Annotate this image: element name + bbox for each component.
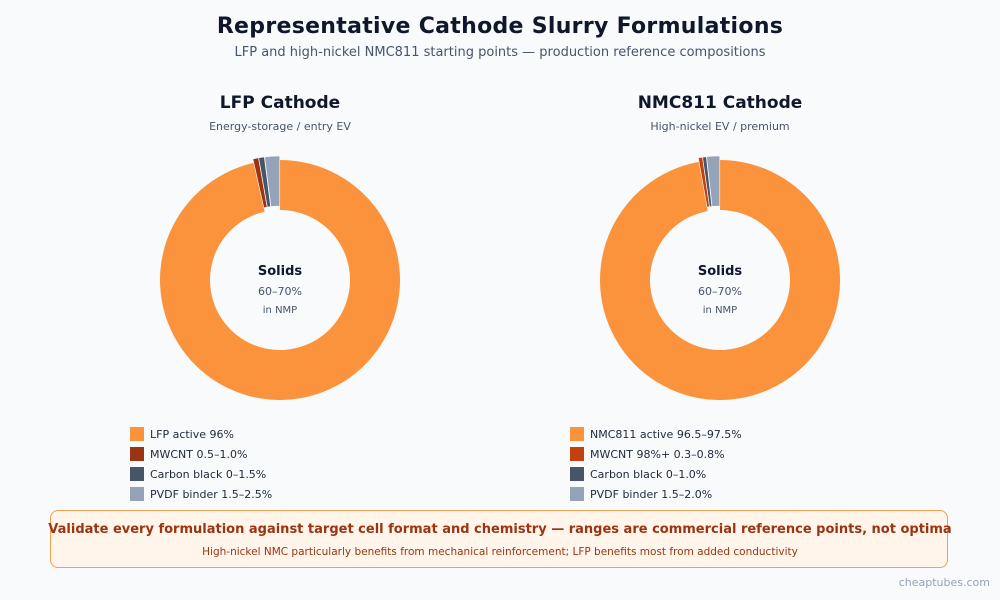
legend-label: NMC811 active 96.5–97.5% bbox=[590, 427, 742, 441]
legend-swatch bbox=[570, 487, 584, 501]
slice-nmc811-active-96-5-97-5 bbox=[600, 160, 840, 400]
legend-item-pvdf-binder-1-5-2-0: PVDF binder 1.5–2.0% bbox=[570, 484, 742, 504]
slice-carbon-black-0-1-5 bbox=[258, 156, 271, 208]
center-label: Solids bbox=[698, 264, 743, 279]
legend-swatch bbox=[130, 427, 144, 441]
validation-note-box: Validate every formulation against targe… bbox=[48, 510, 952, 568]
lfp-legend: LFP active 96% MWCNT 0.5–1.0% Carbon black… bbox=[130, 424, 272, 504]
center-note: in NMP bbox=[263, 305, 297, 316]
legend-swatch bbox=[130, 487, 144, 501]
note-title: Validate every formulation against targe… bbox=[48, 522, 952, 537]
nmc-chart-subtitle: High-nickel EV / premium bbox=[650, 120, 790, 133]
page-title: Representative Cathode Slurry Formulatio… bbox=[216, 14, 784, 39]
legend-swatch bbox=[130, 467, 144, 481]
nmc-chart-title: NMC811 Cathode bbox=[637, 93, 803, 113]
nmc-donut-chart: Solids 60–70% in NMP bbox=[600, 155, 840, 400]
legend-swatch bbox=[570, 467, 584, 481]
legend-item-carbon-black-0-1-5: Carbon black 0–1.5% bbox=[130, 464, 272, 484]
legend-label: PVDF binder 1.5–2.5% bbox=[150, 487, 273, 501]
legend-item-mwcnt-0-5-1-0: MWCNT 0.5–1.0% bbox=[130, 444, 272, 464]
legend-item-lfp-active-96: LFP active 96% bbox=[130, 424, 272, 444]
legend-label: PVDF binder 1.5–2.0% bbox=[590, 487, 713, 501]
legend-label: LFP active 96% bbox=[150, 427, 234, 441]
center-note: in NMP bbox=[703, 305, 737, 316]
nmc-legend: NMC811 active 96.5–97.5% MWCNT 98%+ 0.3–0… bbox=[570, 424, 742, 504]
lfp-donut-chart: Solids 60–70% in NMP bbox=[160, 155, 401, 401]
legend-label: MWCNT 0.5–1.0% bbox=[150, 447, 248, 461]
legend-item-pvdf-binder-1-5-2-5: PVDF binder 1.5–2.5% bbox=[130, 484, 272, 504]
legend-item-mwcnt-98-0-3-0-8: MWCNT 98%+ 0.3–0.8% bbox=[570, 444, 742, 464]
legend-label: Carbon black 0–1.0% bbox=[590, 467, 707, 481]
note-subtitle: High-nickel NMC particularly benefits fr… bbox=[202, 546, 798, 558]
legend-swatch bbox=[130, 447, 144, 461]
center-value: 60–70% bbox=[698, 285, 742, 298]
legend-swatch bbox=[570, 427, 584, 441]
slice-pvdf-binder-1-5-2-0 bbox=[706, 155, 721, 207]
legend-item-nmc811-active-96-5-97-5: NMC811 active 96.5–97.5% bbox=[570, 424, 742, 444]
legend-label: Carbon black 0–1.5% bbox=[150, 467, 267, 481]
page-subtitle: LFP and high-nickel NMC811 starting poin… bbox=[234, 45, 766, 60]
center-value: 60–70% bbox=[258, 285, 302, 298]
legend-swatch bbox=[570, 447, 584, 461]
lfp-chart-title: LFP Cathode bbox=[219, 93, 341, 113]
center-label: Solids bbox=[258, 264, 303, 279]
slice-pvdf-binder-1-5-2-5 bbox=[264, 155, 281, 207]
legend-label: MWCNT 98%+ 0.3–0.8% bbox=[590, 447, 725, 461]
slice-lfp-active-96 bbox=[160, 160, 401, 401]
legend-item-carbon-black-0-1-0: Carbon black 0–1.0% bbox=[570, 464, 742, 484]
lfp-chart-subtitle: Energy-storage / entry EV bbox=[209, 120, 351, 133]
source-credit: cheaptubes.com bbox=[898, 576, 990, 589]
